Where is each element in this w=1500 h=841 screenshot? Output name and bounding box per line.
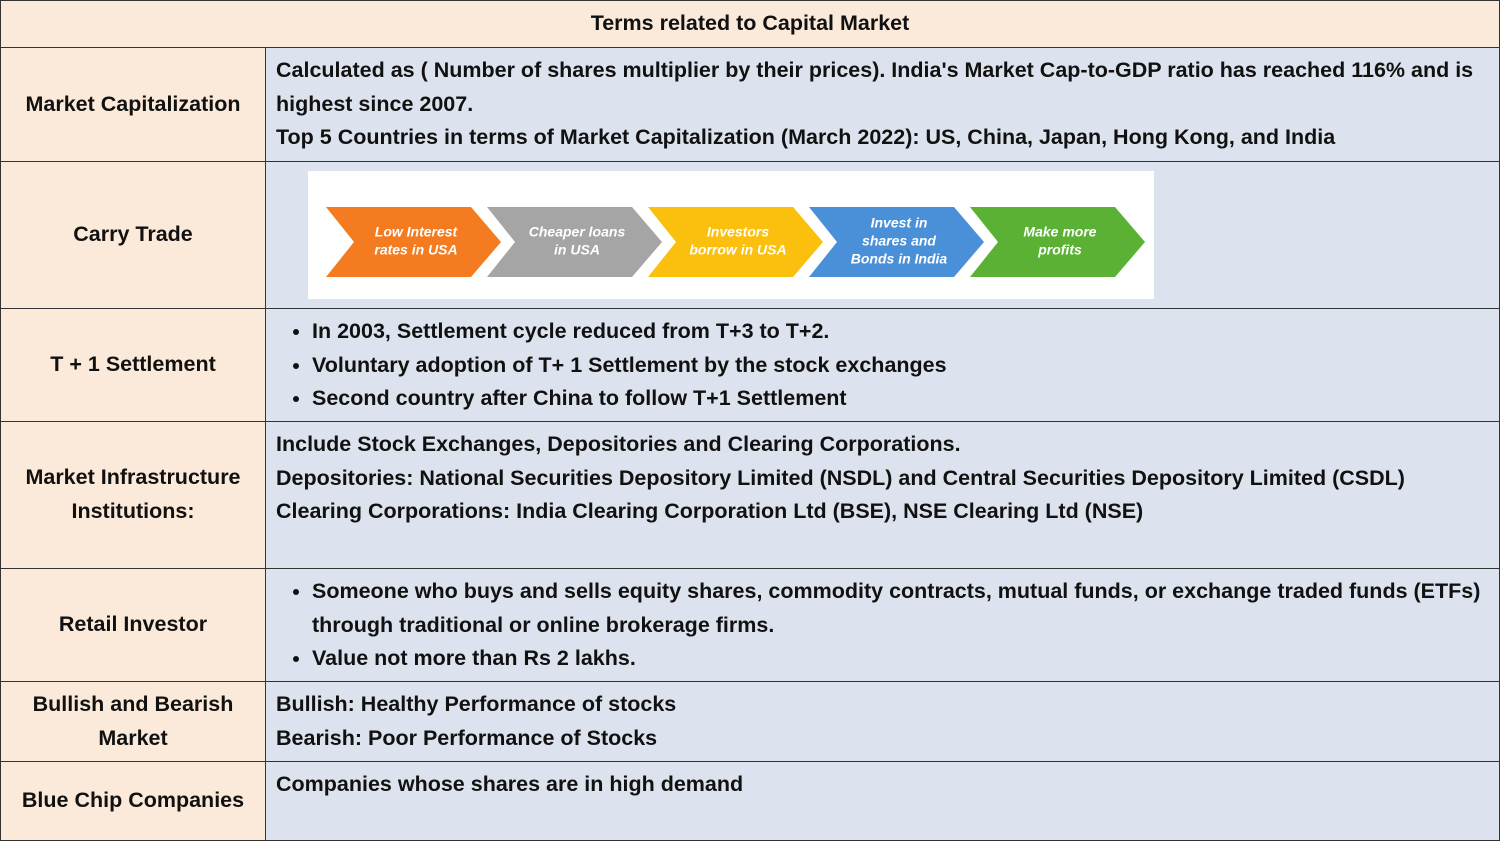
flow-arrow	[648, 207, 823, 277]
description-cell: Companies whose shares are in high deman…	[265, 761, 1500, 841]
flow-arrow	[970, 207, 1145, 277]
description-line: Bullish: Healthy Performance of stocks	[276, 692, 677, 716]
table-row: Bullish and Bearish Market Bullish: Healt…	[0, 681, 1500, 762]
description-line: Bearish: Poor Performance of Stocks	[276, 725, 658, 750]
flow-step-label: shares and	[862, 233, 936, 249]
flow-arrow	[809, 207, 984, 277]
term-cell: Bullish and Bearish Market	[0, 681, 266, 762]
term-cell: Blue Chip Companies	[0, 761, 266, 841]
term-cell: Market Infrastructure Institutions:	[0, 421, 266, 569]
table-row: Blue Chip Companies Companies whose share…	[0, 761, 1500, 841]
bullet-item: Voluntary adoption of T+ 1 Settlement by…	[312, 349, 1491, 383]
flow-step-label: borrow in USA	[689, 242, 786, 258]
carry-trade-diagram: Low Interest rates in USA Cheaper loans in …	[308, 171, 1154, 299]
description-cell: In 2003, Settlement cycle reduced from T…	[265, 308, 1500, 422]
flow-step-label: Cheaper loans	[529, 224, 626, 240]
description-line: Depositories: National Securities Deposi…	[276, 465, 1405, 490]
description-cell: Calculated as ( Number of shares multipl…	[265, 47, 1500, 162]
description-cell: Include Stock Exchanges, Depositories an…	[265, 421, 1500, 569]
flow-step-label: in USA	[554, 242, 600, 258]
description-line: Include Stock Exchanges, Depositories an…	[276, 432, 961, 456]
bullet-item: Second country after China to follow T+1…	[312, 382, 1491, 416]
description-cell: Bullish: Healthy Performance of stocks Be…	[265, 681, 1500, 762]
bullet-item: In 2003, Settlement cycle reduced from T…	[312, 315, 1491, 349]
flow-step-label: profits	[1037, 242, 1082, 258]
flow-step-label: Low Interest	[375, 224, 459, 240]
table-row: Carry Trade Low Interest rates in USA Cheap…	[0, 161, 1500, 309]
flow-step-label: Invest in	[871, 215, 928, 231]
bullet-list: Someone who buys and sells equity shares…	[276, 575, 1491, 676]
flow-step-label: rates in USA	[374, 242, 457, 258]
flow-step-label: Investors	[707, 224, 769, 240]
description-line: Companies whose shares are in high deman…	[276, 772, 744, 796]
description-cell: Someone who buys and sells equity shares…	[265, 568, 1500, 682]
term-cell: Carry Trade	[0, 161, 266, 309]
bullet-item: Someone who buys and sells equity shares…	[312, 575, 1491, 642]
term-cell: Market Capitalization	[0, 47, 266, 162]
term-cell: T + 1 Settlement	[0, 308, 266, 422]
table-row: Retail Investor Someone who buys and sell…	[0, 568, 1500, 682]
table-title: Terms related to Capital Market	[0, 0, 1500, 48]
flow-arrow	[487, 207, 662, 277]
table-row: Market Infrastructure Institutions: Inclu…	[0, 421, 1500, 569]
description-cell: Low Interest rates in USA Cheaper loans in …	[265, 161, 1500, 309]
term-cell: Retail Investor	[0, 568, 266, 682]
description-line: Top 5 Countries in terms of Market Capit…	[276, 125, 1336, 150]
table-row: Market Capitalization Calculated as ( Num…	[0, 47, 1500, 162]
flow-arrow	[326, 207, 501, 277]
flow-step-label: Bonds in India	[851, 251, 948, 267]
bullet-list: In 2003, Settlement cycle reduced from T…	[276, 315, 1491, 416]
bullet-item: Value not more than Rs 2 lakhs.	[312, 642, 1491, 676]
flow-step-label: Make more	[1023, 224, 1096, 240]
description-line: Clearing Corporations: India Clearing Co…	[276, 499, 1144, 524]
table-row: T + 1 Settlement In 2003, Settlement cycl…	[0, 308, 1500, 422]
description-line: Calculated as ( Number of shares multipl…	[276, 58, 1474, 116]
